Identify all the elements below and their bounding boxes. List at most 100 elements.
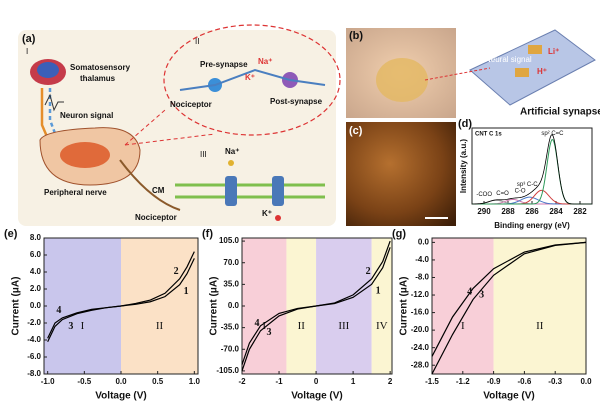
series-label: 2: [366, 266, 371, 277]
peak-label: sp² C=C: [541, 131, 564, 137]
region: [371, 238, 392, 374]
region-label: II: [156, 320, 164, 332]
envelope: [471, 133, 592, 205]
neural-path: [48, 88, 67, 161]
y-tick-label: -24.0: [411, 343, 430, 352]
series-label: 4: [255, 318, 260, 329]
section-label: III: [200, 150, 207, 159]
y-tick-label: -2.0: [27, 318, 41, 327]
series-label: 3: [479, 290, 484, 301]
y-tick-label: -4.0: [415, 255, 429, 264]
panel-label: (f): [202, 228, 213, 240]
label: Neuron signal: [60, 111, 113, 120]
label: Peripheral nerve: [44, 188, 107, 197]
x-tick-label: 0.0: [115, 377, 127, 386]
device-photo: [376, 58, 428, 102]
peak-label: C-O: [515, 189, 526, 195]
y-tick-label: 0.0: [228, 301, 240, 310]
series-label: 4: [467, 287, 472, 298]
region: [286, 238, 317, 374]
peak-label: C=O: [496, 191, 509, 197]
iv-curve: [120, 251, 195, 307]
x-tick-label: 2: [388, 377, 393, 386]
y-tick-label: -8.0: [415, 273, 429, 282]
y-tick-label: -8.0: [27, 369, 41, 378]
iv-curve: [431, 241, 587, 375]
zoom-line: [124, 133, 216, 146]
x-axis-label: Voltage (V): [95, 391, 146, 402]
label: Nociceptor: [135, 213, 177, 222]
label: Pre-synapse: [200, 60, 248, 69]
y-axis-label: Current (μA): [209, 277, 220, 336]
ion-label: K⁺: [262, 209, 272, 218]
zoom-ellipse: [163, 24, 341, 136]
iv-curve: [315, 240, 391, 307]
ion-label: Li⁺: [548, 47, 559, 56]
panel-label: (b): [349, 30, 363, 42]
ion-channel: [225, 176, 237, 206]
section-label: I: [26, 47, 28, 56]
y-tick-label: -4.0: [27, 335, 41, 344]
y-tick-label: 105.0: [219, 236, 240, 245]
region: [44, 238, 121, 374]
x-tick-label: 284: [549, 207, 563, 216]
ion: [275, 215, 281, 221]
ion-label: Na⁺: [225, 147, 239, 156]
region: [432, 238, 494, 374]
y-tick-label: -70.0: [221, 344, 240, 353]
y-tick-label: -6.0: [27, 352, 41, 361]
y-tick-label: 2.0: [30, 284, 42, 293]
x-tick-label: 288: [501, 207, 515, 216]
region-label: IV: [376, 320, 388, 332]
section-label: II: [195, 37, 199, 46]
x-tick-label: 0.5: [152, 377, 164, 386]
series-label: 1: [184, 286, 189, 297]
x-tick-label: -1.5: [425, 377, 439, 386]
signal-icon: [44, 93, 64, 112]
zoom-line: [124, 109, 166, 146]
y-tick-label: 8.0: [30, 233, 42, 242]
x-axis-label: Binding energy (eV): [494, 221, 570, 230]
x-tick-label: -1.2: [456, 377, 470, 386]
y-tick-label: 6.0: [30, 250, 42, 259]
x-tick-label: -0.6: [518, 377, 532, 386]
region-label: II: [536, 320, 544, 332]
peak-label: -COO: [476, 192, 492, 198]
y-tick-label: -12.0: [411, 290, 430, 299]
x-tick-label: -0.9: [487, 377, 501, 386]
region-label: II: [298, 320, 306, 332]
plot-frame: [431, 237, 587, 375]
series-label: 3: [267, 327, 272, 338]
x-axis-label: Voltage (V): [483, 391, 534, 402]
panel-c: (c): [346, 122, 456, 226]
ion-label: K⁺: [245, 73, 255, 82]
ion-label: Na⁺: [258, 57, 272, 66]
ion: [228, 160, 234, 166]
panel-label: (a): [22, 33, 36, 45]
x-tick-label: 290: [477, 207, 491, 216]
region-label: I: [461, 320, 465, 332]
iv-curve: [241, 305, 317, 372]
iv-curve: [120, 258, 195, 307]
electrode: [528, 45, 542, 54]
x-tick-label: -2: [238, 377, 246, 386]
region-label: I: [81, 320, 85, 332]
series-label: 1: [376, 286, 381, 297]
nerve-tissue: [60, 142, 110, 168]
region-label: I: [262, 320, 266, 332]
region: [316, 238, 372, 374]
y-tick-label: -35.0: [221, 323, 240, 332]
region: [121, 238, 198, 374]
y-tick-label: -105.0: [216, 366, 239, 375]
y-tick-label: 35.0: [223, 279, 239, 288]
electrode: [515, 68, 529, 77]
y-tick-label: 0.0: [30, 301, 42, 310]
axon: [179, 68, 326, 91]
label: Nociceptor: [170, 100, 212, 109]
ion-label: H⁺: [537, 67, 547, 76]
y-axis-label: Current (μA): [399, 277, 410, 336]
panel-label: (c): [349, 125, 363, 137]
panel-label: (g): [392, 228, 406, 240]
y-tick-label: 70.0: [223, 258, 239, 267]
